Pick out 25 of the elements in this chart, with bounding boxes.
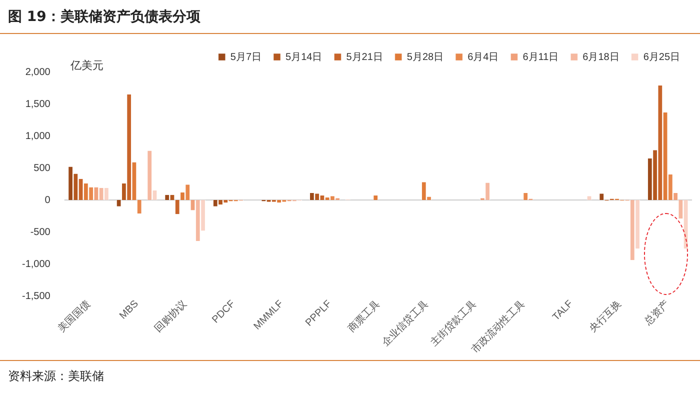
y-tick-label: 0 (44, 194, 51, 206)
legend-label: 5月7日 (230, 52, 262, 63)
x-tick-label: 商票工具 (345, 298, 382, 335)
legend-label: 5月14日 (286, 52, 322, 63)
x-tick-label: 央行互换 (586, 298, 624, 335)
legend-label: 6月4日 (468, 52, 499, 63)
y-axis-title: 亿美元 (69, 58, 104, 72)
x-tick-label: 美国国债 (56, 298, 93, 335)
legend-label: 5月21日 (346, 52, 383, 63)
legend-label: 6月11日 (522, 52, 559, 63)
x-tick-label: 总资产 (642, 298, 672, 328)
y-tick-label: 2,000 (25, 66, 51, 78)
y-tick-label: -1,500 (22, 290, 51, 302)
x-tick-label: 回购协议 (152, 298, 190, 335)
y-tick-label: 500 (34, 162, 51, 174)
y-tick-label: 1,000 (25, 130, 51, 142)
text: 资料来源：美联储 (8, 368, 104, 385)
legend-label: 6月18日 (582, 52, 620, 63)
chart-title: 图 19：美联储资产负债表分项 (8, 8, 200, 26)
x-tick-label: 企业信贷工具 (380, 298, 431, 349)
legend-label: 6月25日 (643, 52, 680, 63)
y-tick-label: 1,500 (25, 98, 51, 110)
y-tick-label: -500 (30, 226, 51, 238)
legend-label: 5月28日 (406, 52, 444, 63)
y-tick-label: -1,000 (22, 258, 51, 270)
